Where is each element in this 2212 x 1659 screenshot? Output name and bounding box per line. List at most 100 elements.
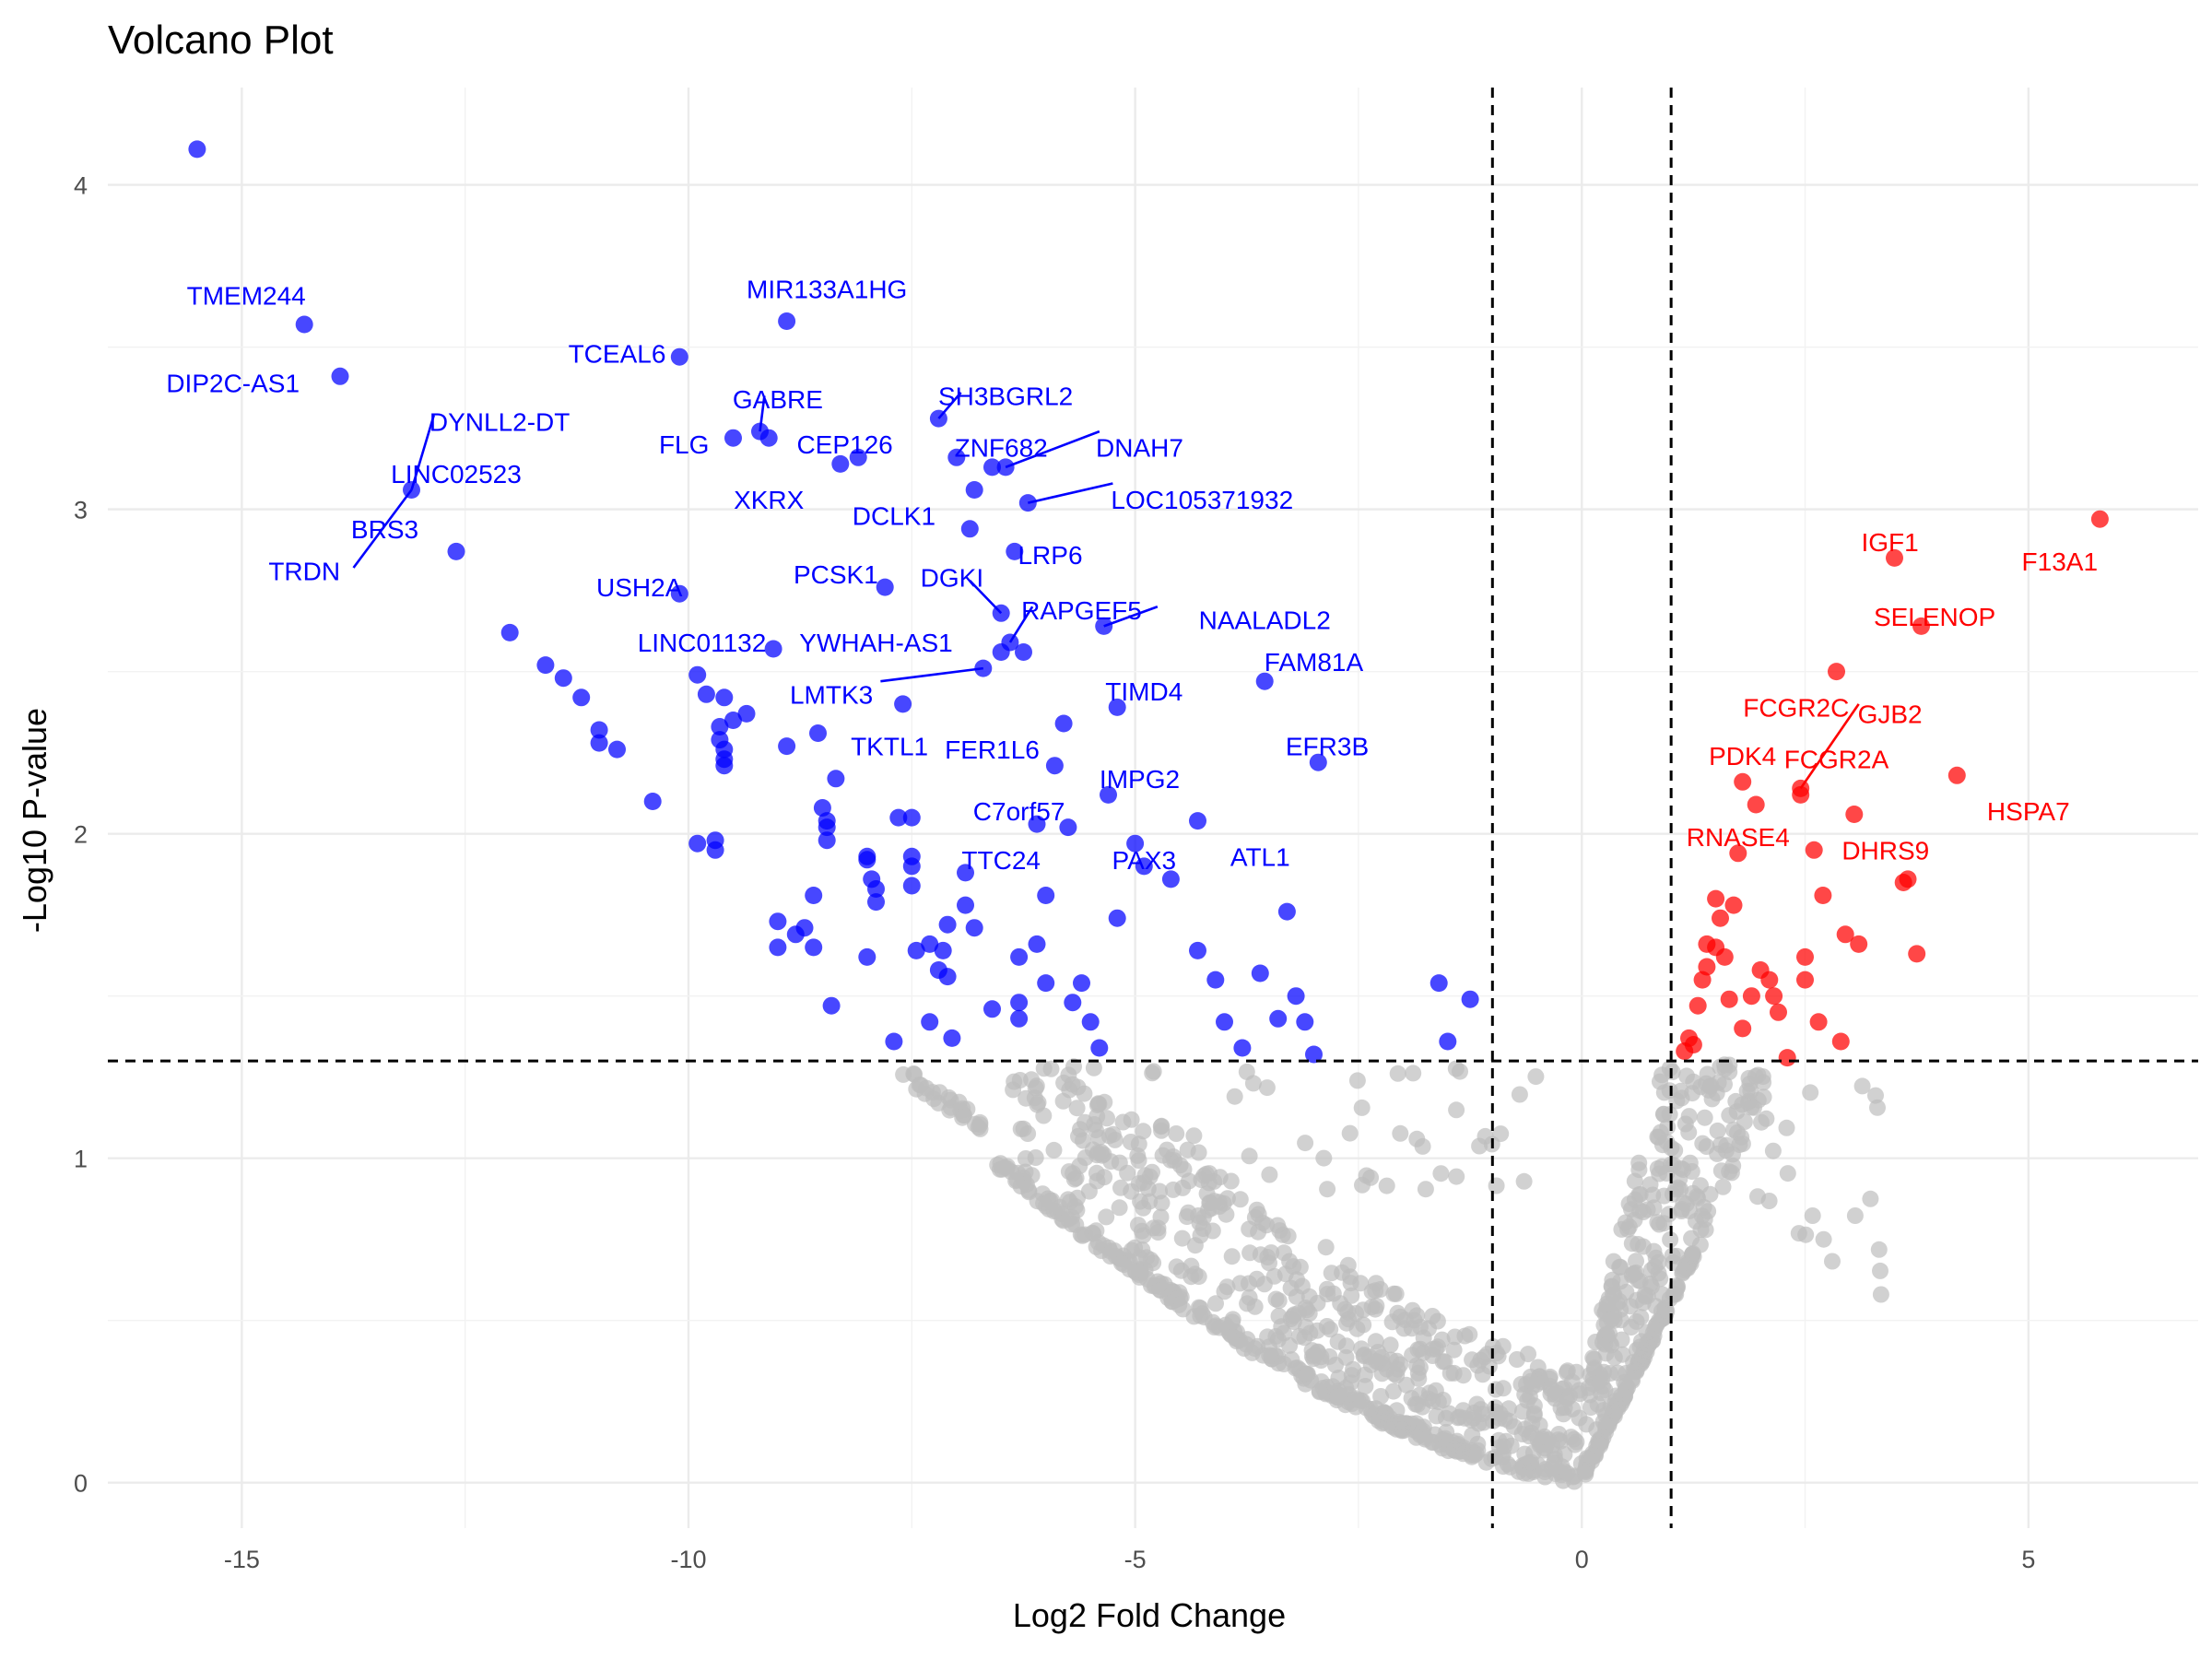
gene-label: ATL1 xyxy=(1230,842,1290,871)
down-regulated-point xyxy=(1010,994,1029,1012)
ns-point xyxy=(1500,1412,1518,1430)
ns-point xyxy=(1691,1236,1709,1253)
ns-point xyxy=(1317,1239,1335,1256)
gene-label: LOC105371932 xyxy=(1111,486,1293,514)
ns-point xyxy=(1337,1348,1355,1366)
down-regulated-point xyxy=(670,584,688,603)
ns-point xyxy=(1445,1441,1463,1459)
ns-point xyxy=(1276,1244,1293,1262)
down-regulated-point xyxy=(1010,947,1029,966)
ns-point xyxy=(1636,1286,1653,1303)
ns-point xyxy=(1709,1122,1726,1139)
ns-point xyxy=(1055,1074,1073,1091)
ns-point xyxy=(1260,1338,1277,1356)
ns-point xyxy=(1672,1181,1689,1198)
down-regulated-point xyxy=(706,841,724,859)
down-regulated-point xyxy=(1277,902,1296,921)
threshold-lines xyxy=(108,88,2198,1528)
ns-point xyxy=(1583,1399,1599,1417)
ns-point xyxy=(1190,1144,1207,1161)
ns-point xyxy=(1594,1413,1612,1430)
ns-point xyxy=(1802,1084,1819,1101)
ns-point xyxy=(1241,1147,1258,1165)
ns-point xyxy=(1456,1327,1474,1345)
ns-point xyxy=(1259,1249,1277,1265)
ns-point xyxy=(1392,1124,1409,1142)
down-regulated-point xyxy=(1439,1032,1457,1051)
ns-point xyxy=(1372,1388,1390,1405)
significant-points xyxy=(188,140,2109,1067)
down-regulated-point xyxy=(1100,785,1117,804)
gene-label: FCGR2C xyxy=(1743,693,1849,722)
ns-point xyxy=(1606,1308,1623,1324)
ns-point xyxy=(1437,1409,1454,1427)
up-regulated-point xyxy=(1742,987,1760,1006)
ns-point xyxy=(1747,1067,1764,1085)
ns-point xyxy=(1524,1444,1542,1461)
down-regulated-point xyxy=(965,919,983,937)
ns-point xyxy=(1216,1283,1233,1300)
ns-point xyxy=(1297,1135,1314,1152)
ns-point xyxy=(1668,1092,1686,1110)
ns-point xyxy=(1515,1172,1533,1190)
down-regulated-point xyxy=(1073,974,1090,993)
ns-point xyxy=(1163,1293,1181,1311)
ns-point xyxy=(1749,1188,1766,1206)
down-regulated-point xyxy=(1309,753,1327,771)
ns-point xyxy=(1154,1147,1171,1164)
ns-point xyxy=(1600,1289,1618,1307)
down-regulated-point xyxy=(805,887,823,904)
ns-point xyxy=(1153,1122,1171,1139)
ns-point xyxy=(1626,1172,1643,1190)
gene-label: LINC01132 xyxy=(638,629,767,657)
down-regulated-point xyxy=(867,893,885,912)
gene-label: RAPGEF5 xyxy=(1021,596,1142,625)
ns-point xyxy=(1315,1149,1333,1167)
ns-point xyxy=(1454,1402,1472,1419)
ns-point xyxy=(1195,1167,1213,1184)
down-regulated-point xyxy=(1045,757,1064,775)
ns-point xyxy=(1041,1192,1059,1209)
down-regulated-point xyxy=(921,1013,939,1031)
ns-point xyxy=(1472,1351,1489,1369)
down-regulated-point xyxy=(500,623,519,641)
gene-label: IGF1 xyxy=(1861,528,1918,557)
leader-line xyxy=(1103,606,1159,628)
ns-point xyxy=(1138,1249,1155,1266)
down-regulated-point xyxy=(1189,812,1206,830)
down-regulated-point xyxy=(818,818,836,837)
up-regulated-point xyxy=(1908,945,1926,963)
down-regulated-point xyxy=(536,656,555,675)
ns-point xyxy=(1378,1177,1395,1194)
ns-point xyxy=(1488,1381,1504,1398)
gene-label: SELENOP xyxy=(1874,603,1995,631)
leader-line xyxy=(1005,429,1100,469)
down-regulated-point xyxy=(188,140,206,159)
up-regulated-point xyxy=(1912,617,1930,635)
tick-labels: -15 -10 -5 0 5 0 1 2 3 4 xyxy=(74,172,2035,1573)
ns-point xyxy=(1862,1190,1879,1207)
ns-point xyxy=(1714,1178,1732,1195)
ns-point xyxy=(1492,1125,1510,1143)
ns-point xyxy=(1261,1166,1278,1183)
y-axis-title: -Log10 P-value xyxy=(16,708,53,933)
up-regulated-point xyxy=(1734,772,1752,791)
ns-point xyxy=(1423,1434,1441,1451)
gene-label: IMPG2 xyxy=(1100,765,1180,794)
down-regulated-point xyxy=(608,740,626,759)
down-regulated-point xyxy=(715,757,734,775)
ns-point xyxy=(1367,1333,1384,1350)
down-regulated-point xyxy=(902,808,921,827)
ns-point xyxy=(1432,1165,1450,1182)
down-regulated-point xyxy=(643,793,662,810)
ns-point xyxy=(1045,1141,1063,1159)
ns-point xyxy=(1135,1123,1152,1140)
up-regulated-point xyxy=(1698,958,1716,976)
ns-point xyxy=(1182,1268,1200,1286)
gene-label: GJB2 xyxy=(1858,700,1923,728)
ns-point xyxy=(1628,1253,1644,1270)
ns-point xyxy=(1281,1336,1299,1354)
up-regulated-point xyxy=(1899,870,1917,888)
ns-point xyxy=(1134,1222,1150,1240)
ns-point xyxy=(1152,1208,1170,1226)
